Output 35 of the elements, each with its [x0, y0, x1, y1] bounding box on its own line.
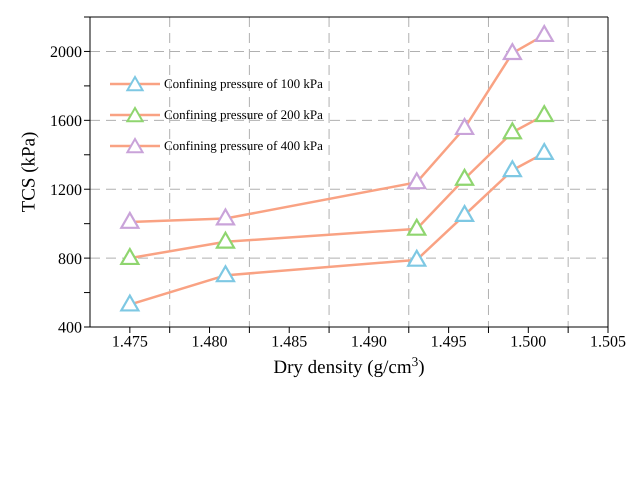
point	[454, 204, 474, 222]
point	[502, 43, 522, 60]
point	[502, 122, 522, 140]
point	[502, 160, 522, 178]
point	[120, 212, 140, 229]
y-tick-label: 800	[58, 250, 82, 268]
x-axis-title: Dry density (g/cm$^{3}$)	[273, 354, 425, 378]
point	[216, 265, 236, 282]
x-tick-label: 1.490	[350, 333, 387, 350]
x-tick-label: 1.500	[510, 333, 546, 350]
legend-label: Confining pressure of 100 kPa	[164, 76, 323, 92]
y-tick-label: 2000	[50, 44, 82, 62]
point	[120, 248, 140, 266]
x-tick-label: 1.480	[192, 333, 228, 350]
point	[216, 208, 236, 226]
point	[407, 250, 426, 267]
point	[454, 168, 474, 186]
y-axis-title: TCS (kPa)	[18, 132, 40, 212]
legend-label: Confining pressure of 400 kPa	[164, 138, 323, 154]
point	[534, 24, 554, 42]
point	[534, 142, 554, 160]
x-tick-label: 1.475	[112, 333, 148, 350]
point	[407, 218, 426, 236]
x-tick-label: 1.505	[590, 333, 626, 350]
point	[534, 105, 554, 122]
point	[407, 172, 426, 190]
y-tick-label: 1600	[50, 113, 82, 130]
y-tick-label: 1200	[50, 182, 82, 199]
point	[454, 118, 474, 136]
point	[216, 232, 236, 249]
legend-label: Confining pressure of 200 kPa	[164, 106, 323, 122]
point	[120, 294, 140, 312]
y-tick-label: 400	[58, 320, 82, 337]
x-tick-label: 1.485	[271, 333, 308, 350]
x-tick-label: 1.495	[430, 333, 467, 350]
